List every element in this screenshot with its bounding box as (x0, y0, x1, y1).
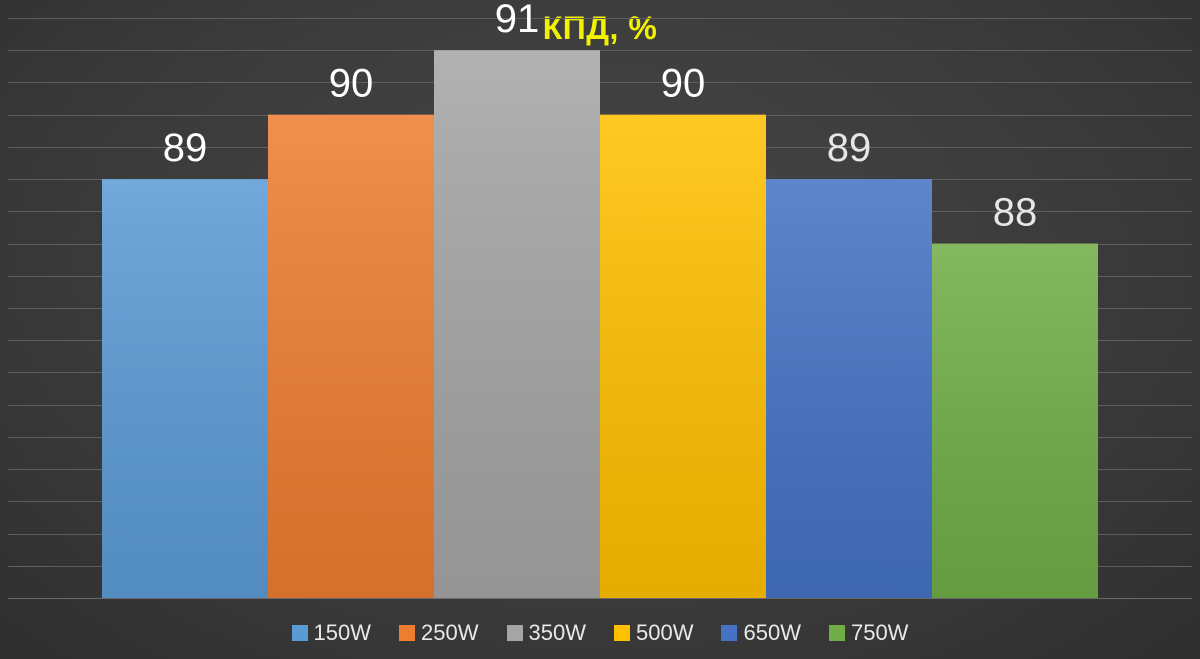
data-label-150w: 89 (163, 126, 208, 170)
legend-label: 500W (636, 620, 694, 645)
legend-item-250w: 250W (399, 620, 479, 646)
bar-shading (932, 243, 1098, 599)
data-label-250w: 90 (329, 62, 374, 106)
legend-swatch (506, 625, 523, 641)
legend-label: 250W (421, 620, 479, 645)
legend: 150W 250W 350W 500W 650W 750W (0, 620, 1200, 646)
bar-shading (434, 50, 600, 598)
data-label-750w: 88 (993, 191, 1038, 235)
legend-label: 750W (850, 620, 909, 645)
data-label-650w: 89 (827, 126, 872, 170)
legend-label: 350W (528, 620, 586, 645)
bar-shading (268, 114, 434, 599)
data-label-350w: 91 (495, 0, 540, 41)
legend-item-350w: 350W (506, 620, 586, 646)
legend-item-750w: 750W (828, 620, 909, 646)
bar-shading (102, 179, 268, 598)
legend-item-500w: 500W (614, 620, 693, 646)
legend-swatch (291, 625, 308, 641)
legend-swatch (828, 625, 845, 641)
data-labels: 89 90 91 90 89 88 (163, 0, 1038, 235)
legend-label: 150W (313, 620, 372, 645)
bars (102, 50, 1098, 599)
legend-label: 650W (743, 620, 801, 645)
chart-title: КПД, % (542, 10, 658, 46)
bar-shading (766, 179, 932, 598)
legend-swatch (399, 625, 416, 641)
data-label-500w: 90 (661, 62, 706, 106)
bar-shading (600, 114, 766, 599)
legend-item-650w: 650W (721, 620, 801, 646)
legend-swatch (614, 625, 630, 641)
legend-item-150w: 150W (291, 620, 372, 646)
legend-swatch (721, 625, 738, 641)
